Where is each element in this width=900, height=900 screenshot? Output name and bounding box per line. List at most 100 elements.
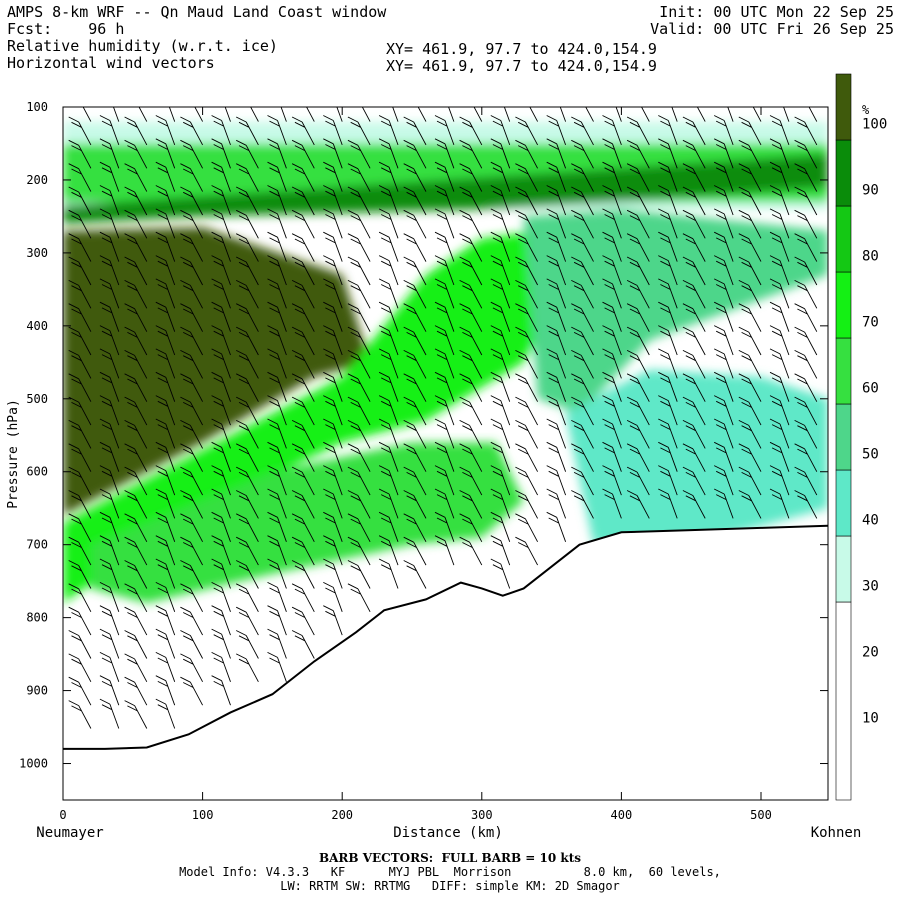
wind-barb: [211, 231, 231, 262]
wind-barb: [658, 138, 678, 169]
wind-barb: [602, 465, 622, 496]
wind-barb: [490, 348, 511, 379]
wind-barb: [155, 581, 176, 612]
wind-barb: [180, 536, 203, 566]
wind-barb: [291, 116, 315, 146]
wind-barb: [347, 233, 371, 262]
wind-barb: [658, 441, 678, 472]
wind-barb: [235, 419, 259, 449]
colorbar-tick-label: 100: [862, 117, 887, 133]
wind-barb: [658, 301, 678, 332]
wind-barb: [769, 348, 790, 379]
wind-barb: [347, 326, 371, 356]
wind-barb: [459, 326, 483, 356]
wind-barb: [546, 161, 567, 192]
wind-barb: [235, 279, 259, 309]
wind-barb: [291, 373, 315, 402]
wind-barb: [124, 163, 148, 192]
y-tick-label: 300: [26, 246, 48, 260]
wind-barb: [459, 349, 483, 379]
wind-barb: [124, 139, 148, 169]
x-tick-label: 300: [471, 808, 493, 822]
wind-barb: [155, 325, 176, 356]
wind-barb: [738, 490, 762, 519]
wind-barb: [291, 419, 315, 449]
wind-barb: [323, 488, 343, 519]
wind-barb: [155, 465, 176, 496]
wind-barb: [155, 605, 176, 636]
wind-barb: [323, 208, 343, 239]
wind-barb: [403, 490, 427, 519]
wind-barb: [738, 419, 762, 449]
wind-barb: [99, 558, 120, 589]
wind-barb: [347, 396, 371, 426]
wind-barb: [794, 466, 818, 496]
wind-barb: [602, 488, 622, 519]
wind-barb: [347, 560, 371, 589]
wind-barb: [267, 208, 287, 239]
wind-barb: [68, 583, 92, 613]
wind-barb: [347, 513, 371, 543]
wind-barb: [769, 278, 790, 309]
wind-barb: [794, 279, 818, 309]
wind-barb: [769, 255, 790, 286]
forecast-hour: Fcst: 96 h: [7, 20, 125, 38]
wind-barb: [434, 535, 455, 566]
wind-barb: [235, 653, 259, 683]
wind-barb: [211, 581, 231, 612]
header-xy: XY= 461.9, 97.7 to 424.0,154.9 XY= 461.9,…: [386, 41, 657, 75]
wind-barb: [434, 278, 455, 309]
wind-barb: [180, 279, 203, 309]
wind-barb: [323, 395, 343, 426]
wind-barb: [459, 513, 483, 543]
wind-barb: [267, 535, 287, 566]
wind-barb: [323, 255, 343, 286]
wind-barb: [515, 116, 538, 146]
wind-barb: [194, 107, 203, 122]
wind-barb: [459, 209, 483, 239]
wind-barb: [211, 185, 231, 216]
wind-barb: [602, 278, 622, 309]
y-tick-label: 1000: [19, 757, 48, 771]
wind-barb: [378, 348, 399, 379]
wind-barb: [378, 138, 399, 169]
wind-barb: [68, 606, 92, 636]
wind-barb: [68, 326, 92, 356]
xy-range-wind: XY= 461.9, 97.7 to 424.0,154.9: [386, 57, 657, 75]
wind-barb: [459, 116, 483, 146]
wind-barb: [626, 163, 650, 192]
wind-barb: [99, 348, 120, 379]
wind-barb: [626, 233, 650, 262]
colorbar-tick-label: 80: [862, 249, 879, 265]
wind-barb: [347, 466, 371, 496]
wind-barb: [515, 303, 538, 332]
wind-barb: [291, 326, 315, 356]
wind-barb: [235, 139, 259, 169]
y-tick-label: 800: [26, 611, 48, 625]
wind-barb: [434, 138, 455, 169]
colorbar-swatch: [835, 205, 852, 273]
wind-barb: [211, 651, 231, 682]
wind-barb: [682, 443, 706, 472]
wind-barb: [403, 349, 427, 379]
colorbar-unit-label: %: [862, 103, 870, 117]
x-start-station-label: Neumayer: [36, 825, 103, 841]
wind-barb: [546, 395, 567, 426]
wind-barb: [347, 256, 371, 286]
wind-barb: [124, 419, 148, 449]
wind-barb: [323, 511, 343, 542]
wind-barb: [769, 465, 790, 496]
wind-barb: [682, 139, 706, 169]
wind-barb: [211, 675, 231, 706]
wind-barb: [794, 139, 818, 169]
wind-barb: [490, 278, 511, 309]
wind-barb: [794, 256, 818, 286]
wind-barb: [180, 139, 203, 169]
wind-barb: [490, 138, 511, 169]
wind-barb: [323, 418, 343, 449]
wind-barb: [323, 115, 343, 146]
wind-barb: [124, 396, 148, 426]
wind-barb: [267, 185, 287, 216]
wind-barb: [267, 325, 287, 356]
wind-barb: [155, 651, 176, 682]
